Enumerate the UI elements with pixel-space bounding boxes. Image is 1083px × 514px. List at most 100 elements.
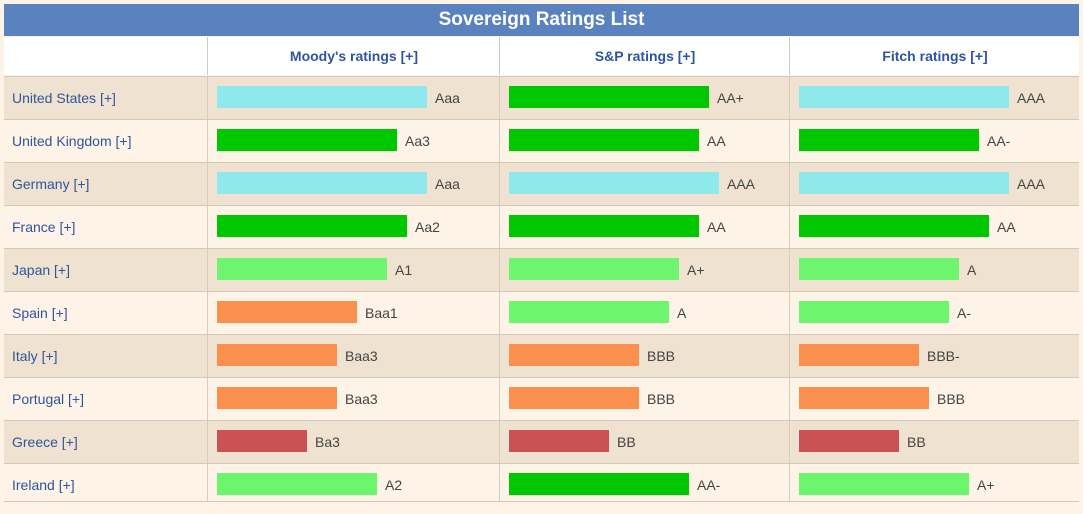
fitch-column-header[interactable]: Fitch ratings [+]: [789, 37, 1080, 75]
rating-bar: [799, 258, 959, 280]
rating-bar: [799, 215, 989, 237]
country-link[interactable]: Ireland [+]: [12, 477, 75, 493]
rating-label: A2: [385, 477, 403, 493]
rating-bar: [509, 387, 639, 409]
country-link[interactable]: Spain [+]: [12, 305, 68, 321]
rating-label: BBB-: [927, 348, 960, 364]
moodys-rating-cell: Baa3: [207, 335, 500, 377]
rating-bar: [509, 86, 709, 108]
moodys-rating-cell: A2: [207, 464, 500, 506]
rating-label: AA: [997, 219, 1016, 235]
country-link[interactable]: Italy [+]: [12, 348, 58, 364]
sp-rating-cell: AA: [499, 120, 790, 162]
rating-bar: [799, 473, 969, 495]
sp-rating-cell: AA+: [499, 77, 790, 119]
rating-bar: [217, 129, 397, 151]
rating-label: A1: [395, 262, 413, 278]
rating-bar: [509, 129, 699, 151]
moodys-column-header[interactable]: Moody's ratings [+]: [207, 37, 500, 75]
country-link[interactable]: Greece [+]: [12, 434, 78, 450]
rating-label: Aaa: [435, 90, 460, 106]
fitch-rating-cell: AA: [789, 206, 1080, 248]
rating-label: A+: [687, 262, 705, 278]
table-row: United States [+] Aaa AA+ AAA: [4, 76, 1079, 119]
rating-label: Baa3: [345, 391, 378, 407]
table-row: Germany [+] Aaa AAA AAA: [4, 162, 1079, 205]
rating-bar: [217, 258, 387, 280]
moodys-rating-cell: A1: [207, 249, 500, 291]
fitch-rating-cell: A-: [789, 292, 1080, 334]
rating-label: A-: [957, 305, 971, 321]
table-row: United Kingdom [+] Aa3 AA AA-: [4, 119, 1079, 162]
fitch-rating-cell: AA-: [789, 120, 1080, 162]
sp-rating-cell: BBB: [499, 335, 790, 377]
rating-bar: [509, 215, 699, 237]
rating-label: BB: [907, 434, 926, 450]
rating-label: A: [967, 262, 977, 278]
sp-rating-cell: BB: [499, 421, 790, 463]
moodys-rating-cell: Aaa: [207, 163, 500, 205]
rating-bar: [799, 129, 979, 151]
rating-label: A: [677, 305, 687, 321]
table-row: Greece [+] Ba3 BB BB: [4, 420, 1079, 463]
sp-rating-cell: AA: [499, 206, 790, 248]
rating-bar: [799, 430, 899, 452]
rating-bar: [217, 172, 427, 194]
table-row: Italy [+] Baa3 BBB BBB-: [4, 334, 1079, 377]
rating-bar: [509, 473, 689, 495]
rating-bar: [217, 473, 377, 495]
rating-label: BBB: [647, 348, 676, 364]
moodys-rating-cell: Aaa: [207, 77, 500, 119]
rating-label: Ba3: [315, 434, 340, 450]
country-link[interactable]: United States [+]: [12, 90, 116, 106]
table-title: Sovereign Ratings List: [4, 4, 1079, 36]
rating-label: BB: [617, 434, 636, 450]
rating-label: Baa3: [345, 348, 378, 364]
fitch-rating-cell: A: [789, 249, 1080, 291]
fitch-rating-cell: AAA: [789, 77, 1080, 119]
table-row: Japan [+] A1 A+ A: [4, 248, 1079, 291]
table-row: France [+] Aa2 AA AA: [4, 205, 1079, 248]
country-link[interactable]: France [+]: [12, 219, 76, 235]
moodys-rating-cell: Aa3: [207, 120, 500, 162]
country-link[interactable]: Germany [+]: [12, 176, 90, 192]
table-row: Portugal [+] Baa3 BBB BBB: [4, 377, 1079, 420]
rating-bar: [799, 172, 1009, 194]
sp-rating-cell: AAA: [499, 163, 790, 205]
rating-label: Aa2: [415, 219, 440, 235]
rating-bar: [217, 344, 337, 366]
rating-label: AAA: [727, 176, 756, 192]
country-link[interactable]: Portugal [+]: [12, 391, 84, 407]
rating-bar: [799, 387, 929, 409]
rating-label: AA+: [717, 90, 744, 106]
rating-label: AAA: [1017, 90, 1046, 106]
rating-label: Aaa: [435, 176, 460, 192]
table-row: Spain [+] Baa1 A A-: [4, 291, 1079, 334]
moodys-rating-cell: Baa3: [207, 378, 500, 420]
moodys-rating-cell: Ba3: [207, 421, 500, 463]
sp-rating-cell: A: [499, 292, 790, 334]
fitch-rating-cell: AAA: [789, 163, 1080, 205]
rating-bar: [509, 172, 719, 194]
rating-bar: [217, 215, 407, 237]
sp-column-header[interactable]: S&P ratings [+]: [499, 37, 790, 75]
rating-label: Aa3: [405, 133, 430, 149]
rating-label: AA-: [987, 133, 1011, 149]
fitch-rating-cell: BBB: [789, 378, 1080, 420]
country-link[interactable]: United Kingdom [+]: [12, 133, 132, 149]
rating-label: A+: [977, 477, 995, 493]
rating-bar: [217, 387, 337, 409]
rating-bar: [509, 344, 639, 366]
rating-bar: [217, 301, 357, 323]
sp-rating-cell: BBB: [499, 378, 790, 420]
moodys-rating-cell: Aa2: [207, 206, 500, 248]
rating-label: AA: [707, 219, 726, 235]
rating-label: AA: [707, 133, 726, 149]
rating-bar: [799, 86, 1009, 108]
rating-label: BBB: [647, 391, 676, 407]
rating-label: AA-: [697, 477, 721, 493]
rating-bar: [217, 430, 307, 452]
country-link[interactable]: Japan [+]: [12, 262, 70, 278]
rating-bar: [799, 344, 919, 366]
